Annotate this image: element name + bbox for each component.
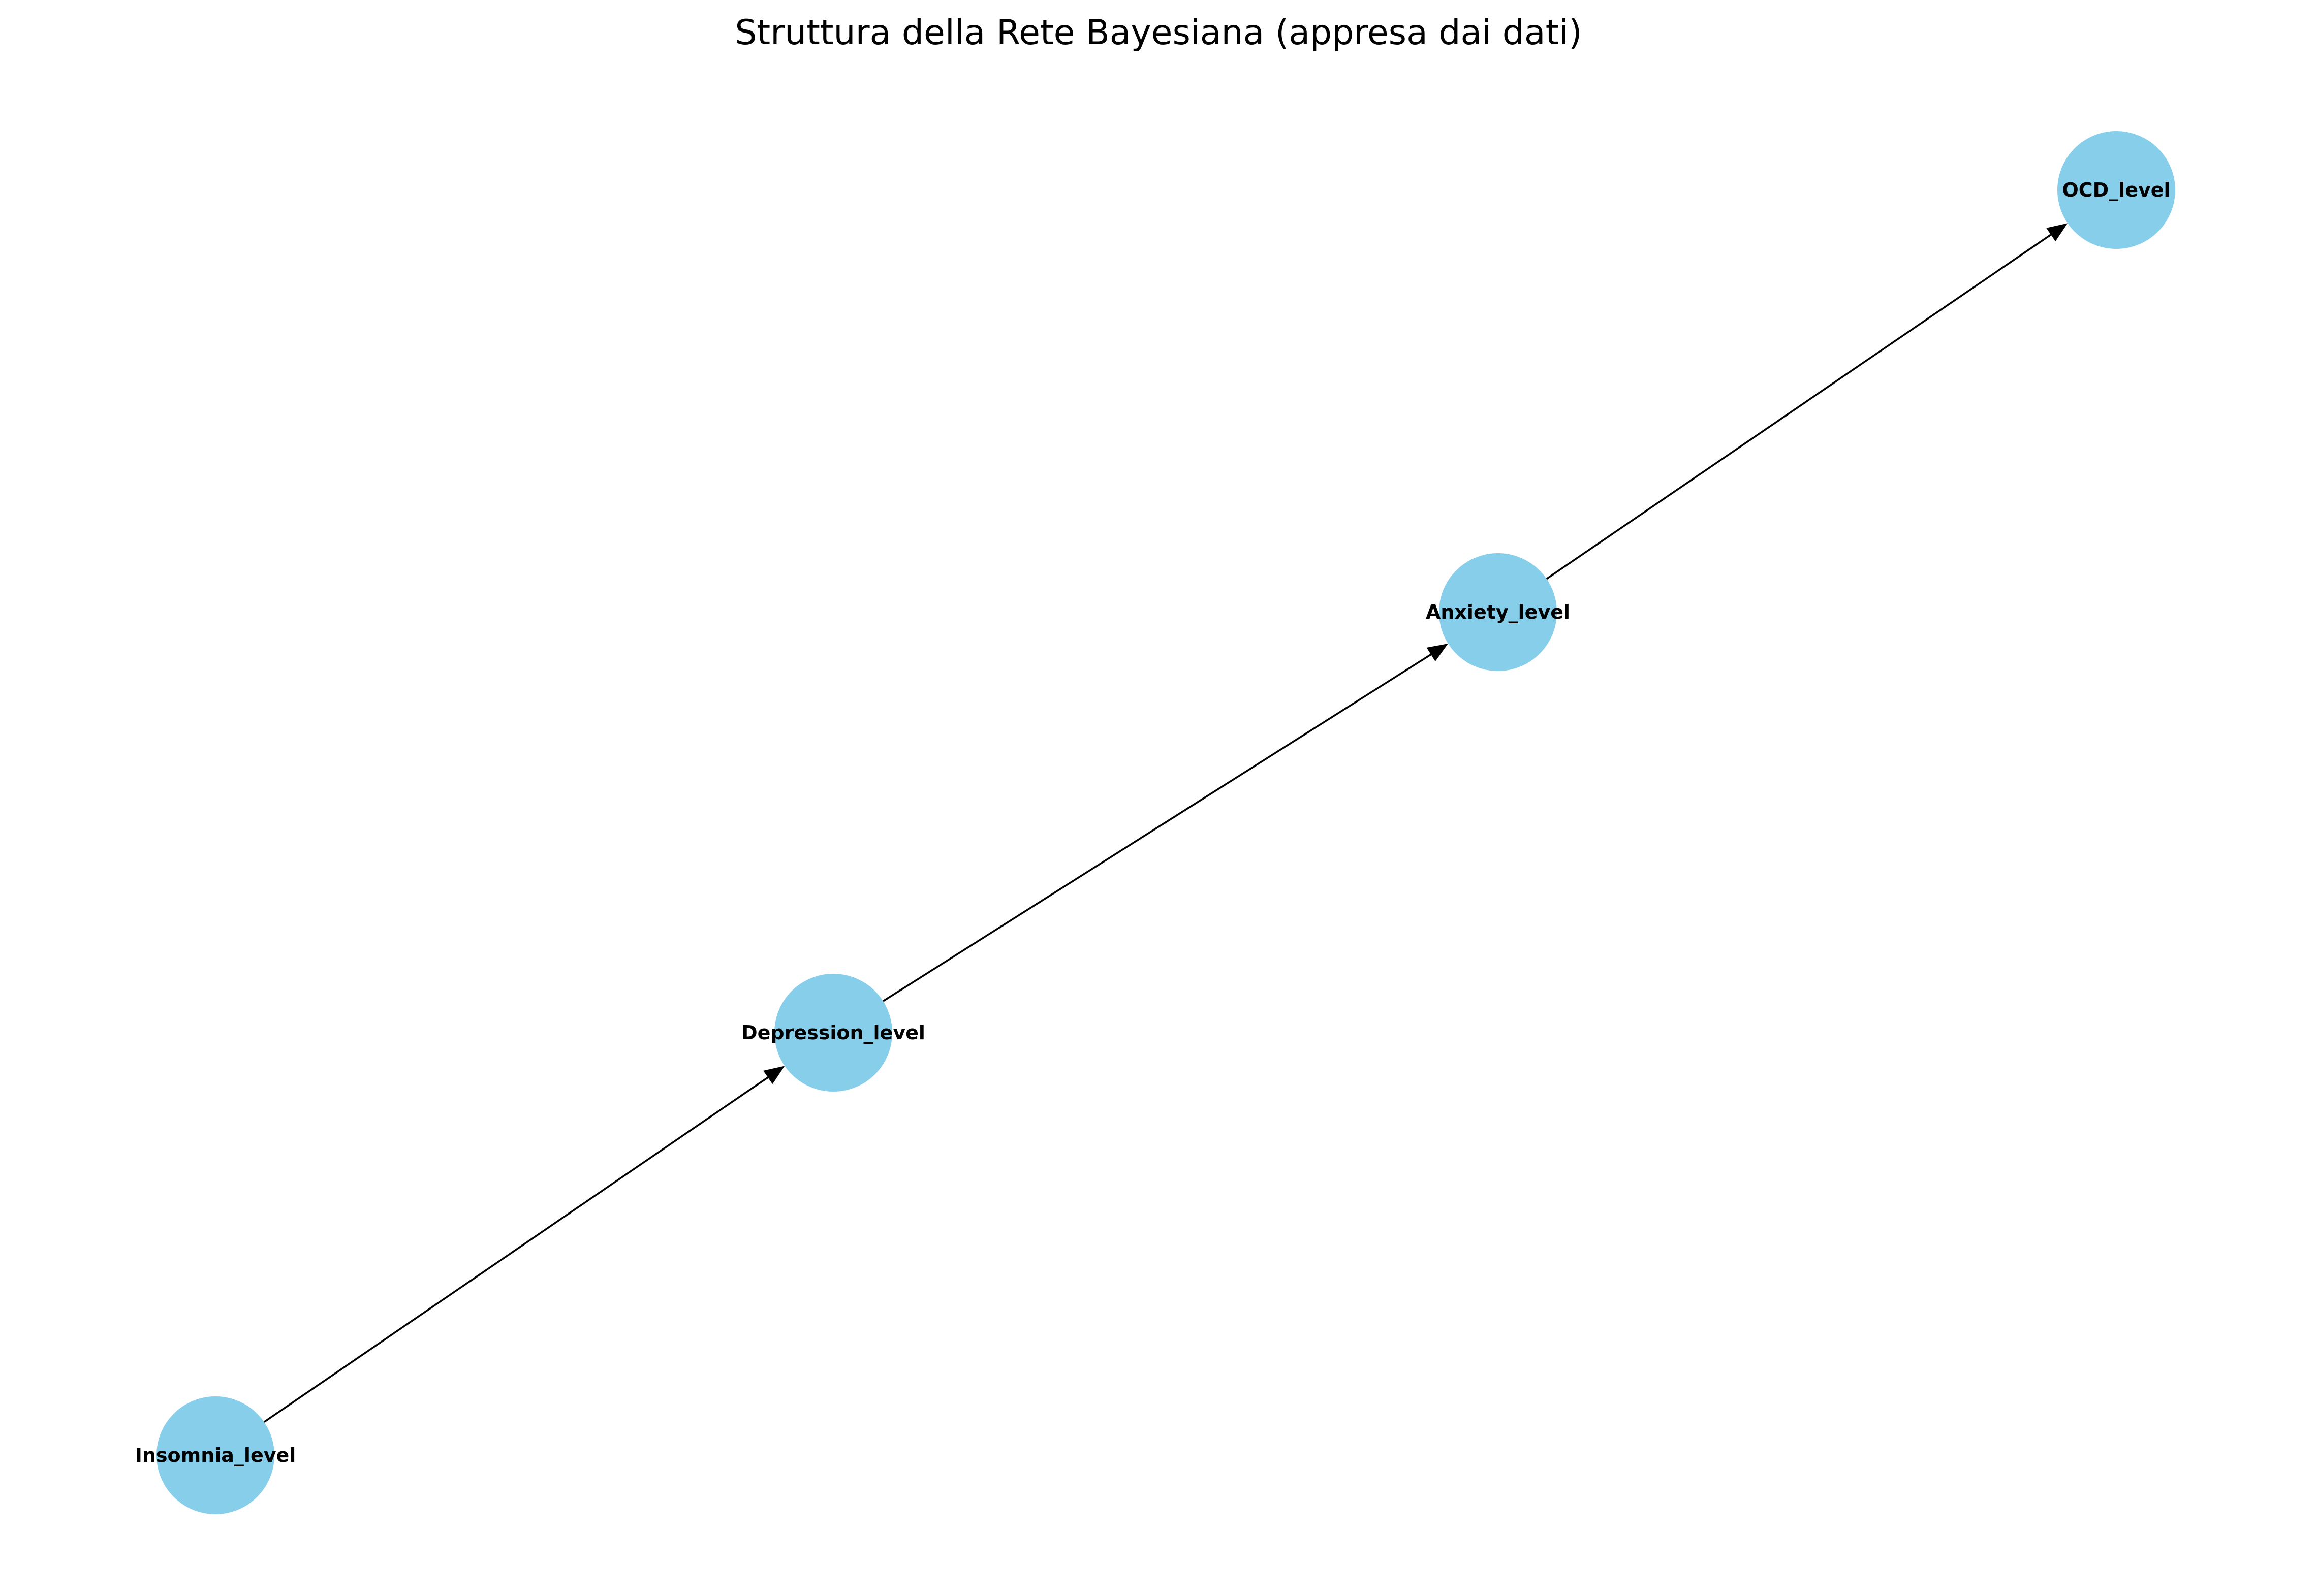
node-circle [1439,553,1557,671]
arrowhead-icon [763,1066,785,1084]
node-circle [774,974,892,1092]
arrowhead-icon [1426,644,1448,661]
node-circle [2057,131,2175,249]
diagram-title: Struttura della Rete Bayesiana (appresa … [735,13,1582,53]
edge-line [1546,234,2052,580]
node-insomnia: Insomnia_level [135,1396,296,1514]
edges-layer [263,223,2068,1423]
edge-insomnia-to-depression [263,1066,785,1423]
edge-depression-to-anxiety [883,644,1448,1002]
node-label: Anxiety_level [1426,601,1570,623]
edge-line [263,1076,769,1423]
arrowhead-icon [2046,223,2068,242]
edge-line [883,653,1432,1002]
node-label: Depression_level [741,1022,925,1044]
node-depression: Depression_level [741,974,925,1092]
node-ocd: OCD_level [2057,131,2175,249]
node-circle [156,1396,274,1514]
node-anxiety: Anxiety_level [1426,553,1570,671]
node-label: OCD_level [2062,179,2170,201]
node-label: Insomnia_level [135,1444,296,1466]
nodes-layer: Insomnia_level Depression_level Anxiety_le… [135,131,2175,1514]
edge-anxiety-to-ocd [1546,223,2068,580]
